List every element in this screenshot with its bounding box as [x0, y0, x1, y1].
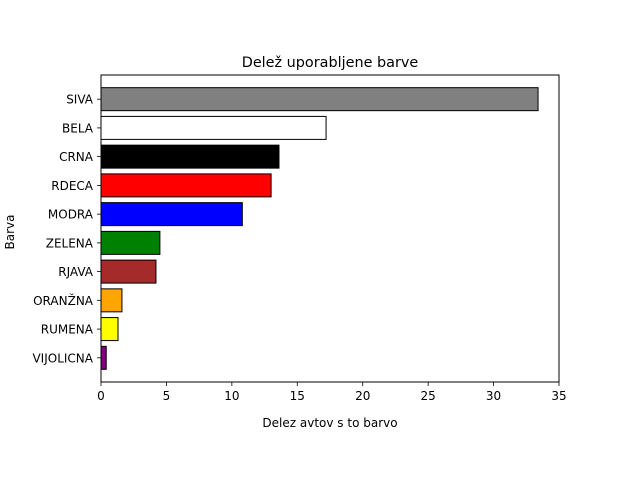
y-tick-label: SIVA — [66, 93, 94, 107]
bar-crna — [100, 144, 280, 169]
y-tick-label: RDECA — [51, 179, 94, 193]
x-tick-label: 35 — [551, 389, 566, 403]
bar-modra — [100, 202, 243, 227]
bar-rdeca — [100, 173, 272, 198]
y-tick-label: MODRA — [48, 208, 94, 222]
bars-group — [100, 87, 539, 370]
y-tick-label: RJAVA — [58, 265, 94, 279]
x-axis: 0 5 10 15 20 25 30 35 — [97, 382, 567, 403]
bar-rumena — [100, 317, 119, 342]
bar-bela — [100, 115, 327, 140]
bar-rjava — [100, 259, 157, 284]
x-tick-label: 30 — [486, 389, 501, 403]
y-tick-label: ORANŽNA — [33, 293, 94, 308]
y-tick-label: BELA — [62, 121, 94, 135]
bar-siva — [100, 87, 539, 112]
y-axis-label: Barva — [3, 215, 17, 250]
y-tick-label: ZELENA — [46, 236, 94, 250]
x-tick-label: 20 — [355, 389, 370, 403]
x-tick-label: 10 — [224, 389, 239, 403]
x-tick-label: 5 — [163, 389, 171, 403]
chart-title: Delež uporabljene barve — [242, 55, 419, 71]
y-tick-label: VIJOLICNA — [32, 351, 93, 365]
y-tick-label: RUMENA — [41, 323, 94, 337]
y-axis: SIVA BELA CRNA RDECA MODRA ZELENA RJAVA ORANŽNA… — [32, 93, 101, 365]
x-axis-label: Delez avtov s to barvo — [262, 416, 397, 430]
plot-frame — [100, 74, 560, 383]
bar-oranžna — [100, 288, 123, 313]
x-tick-label: 0 — [97, 389, 105, 403]
x-tick-label: 15 — [290, 389, 305, 403]
bar-zelena — [100, 230, 161, 255]
y-tick-label: CRNA — [59, 150, 94, 164]
bar-vijolicna — [100, 345, 107, 370]
x-tick-label: 25 — [421, 389, 436, 403]
